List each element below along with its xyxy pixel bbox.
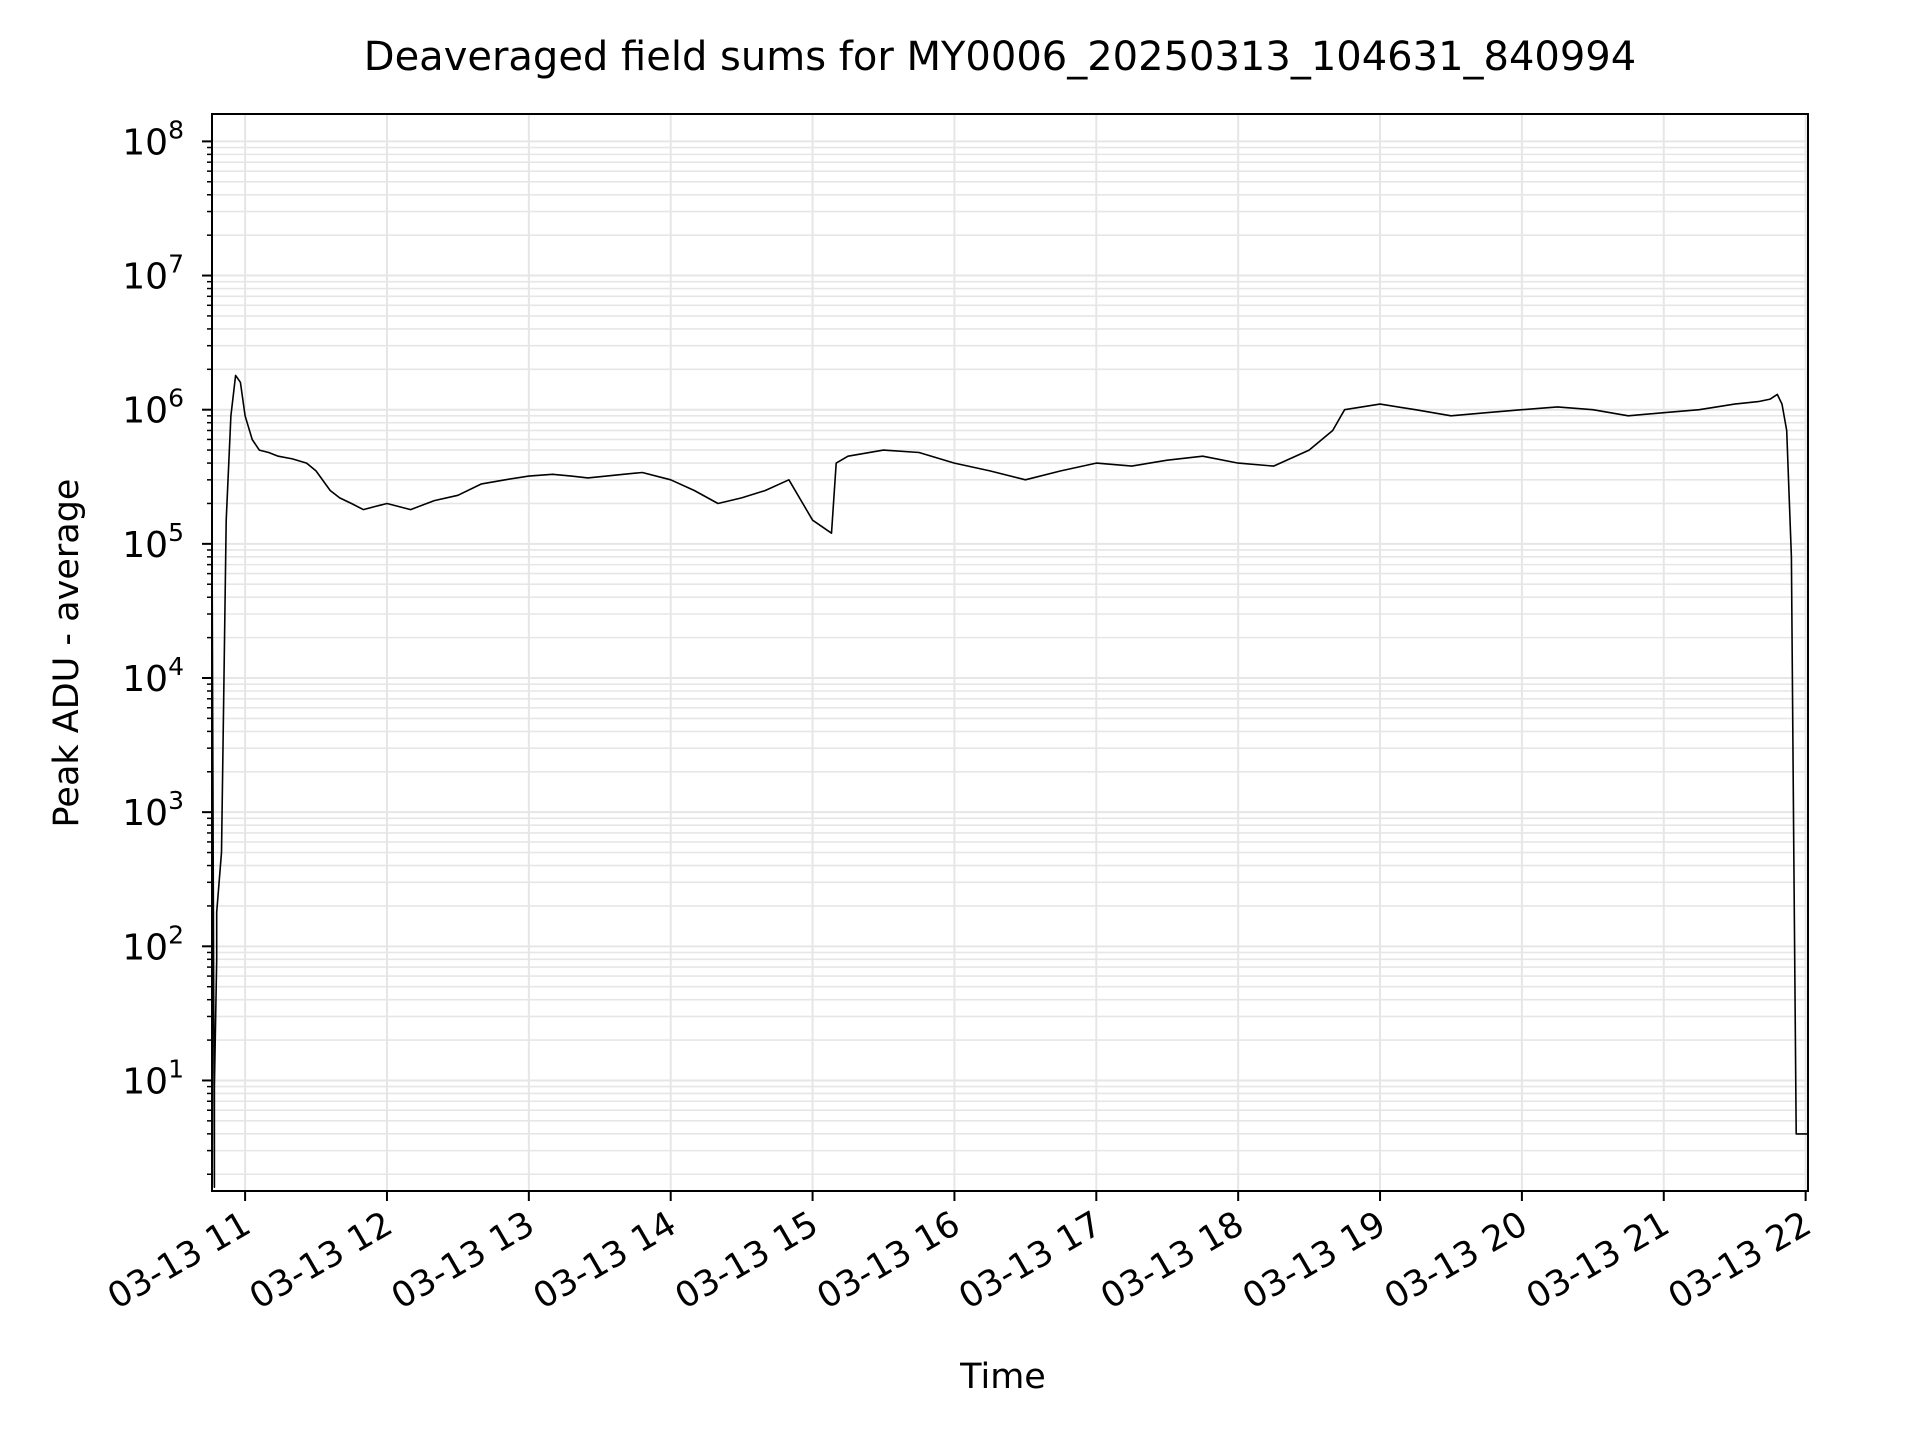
y-tick-label-base: 10 bbox=[122, 391, 168, 432]
y-tick-label: 108 bbox=[122, 115, 184, 163]
y-tick-label-exponent: 1 bbox=[168, 1054, 184, 1083]
y-tick-label-exponent: 6 bbox=[168, 384, 184, 413]
y-tick-label: 102 bbox=[122, 920, 184, 968]
y-axis-label: Peak ADU - average bbox=[47, 479, 87, 828]
x-axis-label: Time bbox=[959, 1357, 1046, 1397]
y-tick-label-exponent: 8 bbox=[168, 115, 184, 144]
y-tick-label-base: 10 bbox=[122, 793, 168, 834]
y-tick-label-base: 10 bbox=[122, 1061, 168, 1102]
y-tick-label-base: 10 bbox=[122, 257, 168, 298]
data-series bbox=[211, 374, 1808, 1188]
y-tick-label-base: 10 bbox=[122, 927, 168, 968]
y-tick-label: 107 bbox=[122, 250, 184, 298]
series-line bbox=[211, 374, 1808, 1188]
y-tick-label-base: 10 bbox=[122, 122, 168, 163]
y-tick-label-base: 10 bbox=[122, 659, 168, 700]
y-tick-label: 101 bbox=[122, 1054, 184, 1102]
y-tick-label-base: 10 bbox=[122, 525, 168, 566]
grid bbox=[212, 114, 1808, 1191]
y-tick-label-exponent: 5 bbox=[168, 518, 184, 547]
y-tick-label-exponent: 7 bbox=[168, 250, 184, 279]
y-tick-label: 106 bbox=[122, 384, 184, 432]
plot-frame bbox=[211, 113, 1809, 1192]
y-tick-label-exponent: 2 bbox=[168, 920, 184, 949]
y-tick-label: 105 bbox=[122, 518, 184, 566]
y-tick-label-exponent: 3 bbox=[168, 786, 184, 815]
y-tick-label-exponent: 4 bbox=[168, 652, 184, 681]
y-tick-label: 103 bbox=[122, 786, 184, 834]
chart-title: Deaveraged field sums for MY0006_2025031… bbox=[364, 34, 1636, 80]
y-tick-label: 104 bbox=[122, 652, 184, 700]
